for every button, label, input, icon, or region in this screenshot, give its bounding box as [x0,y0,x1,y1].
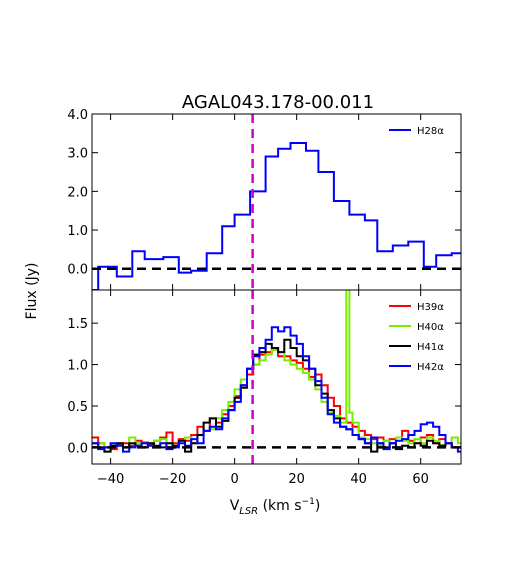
bottom-x-tick-label-3: 20 [288,472,305,487]
x-axis-label-unit-open: (km s [263,498,302,514]
bottom-legend-label-1: H40α [417,322,444,333]
bottom-legend-label-0: H39α [417,302,444,313]
chart-title: AGAL043.178-00.011 [182,92,374,113]
top-series-0-line [92,142,461,290]
x-axis-label-superscript: −1 [302,497,315,507]
bottom-x-tick-label-5: 60 [412,472,429,487]
bottom-frame [91,289,462,465]
bottom-y-tick-label-2: 0.5 [67,400,88,415]
top-y-tick-label-2: 2.0 [67,185,88,200]
x-axis-label: VLSR (km s−1) [230,497,321,517]
bottom-y-tick-label-3: 0.0 [67,441,88,456]
bottom-x-tick-label-0: −40 [97,472,124,487]
x-axis-label-main: V [230,498,240,514]
x-axis-label-subscript: LSR [239,506,258,517]
top-frame [91,113,462,291]
bottom-x-tick-label-1: −20 [159,472,186,487]
bottom-x-tick-label-4: 40 [350,472,367,487]
y-axis-label: Flux (Jy) [24,263,40,320]
bottom-legend-label-3: H42α [417,362,444,373]
top-y-tick-label-0: 4.0 [67,108,88,123]
bottom-y-tick-label-1: 1.0 [67,359,88,374]
panel-bottom: 1.5 1.0 0.5 0.0 −40 −20 0 20 40 60 H39α H40α H41α H42… [67,289,462,487]
bottom-legend-label-2: H41α [417,342,444,353]
top-legend-label-0: H28α [417,126,444,137]
bottom-y-tick-label-0: 1.5 [67,317,88,332]
panel-top: 4.0 3.0 2.0 1.0 0.0 H28α [67,108,462,291]
top-y-tick-label-3: 1.0 [67,224,88,239]
top-plot-area [92,114,461,290]
bottom-series-1-line [92,290,461,453]
bottom-x-tick-label-2: 0 [230,472,238,487]
x-axis-label-unit-close: ) [315,498,320,514]
bottom-plot-area [92,290,461,464]
top-y-tick-label-4: 0.0 [67,263,88,278]
top-y-tick-label-1: 3.0 [67,147,88,162]
